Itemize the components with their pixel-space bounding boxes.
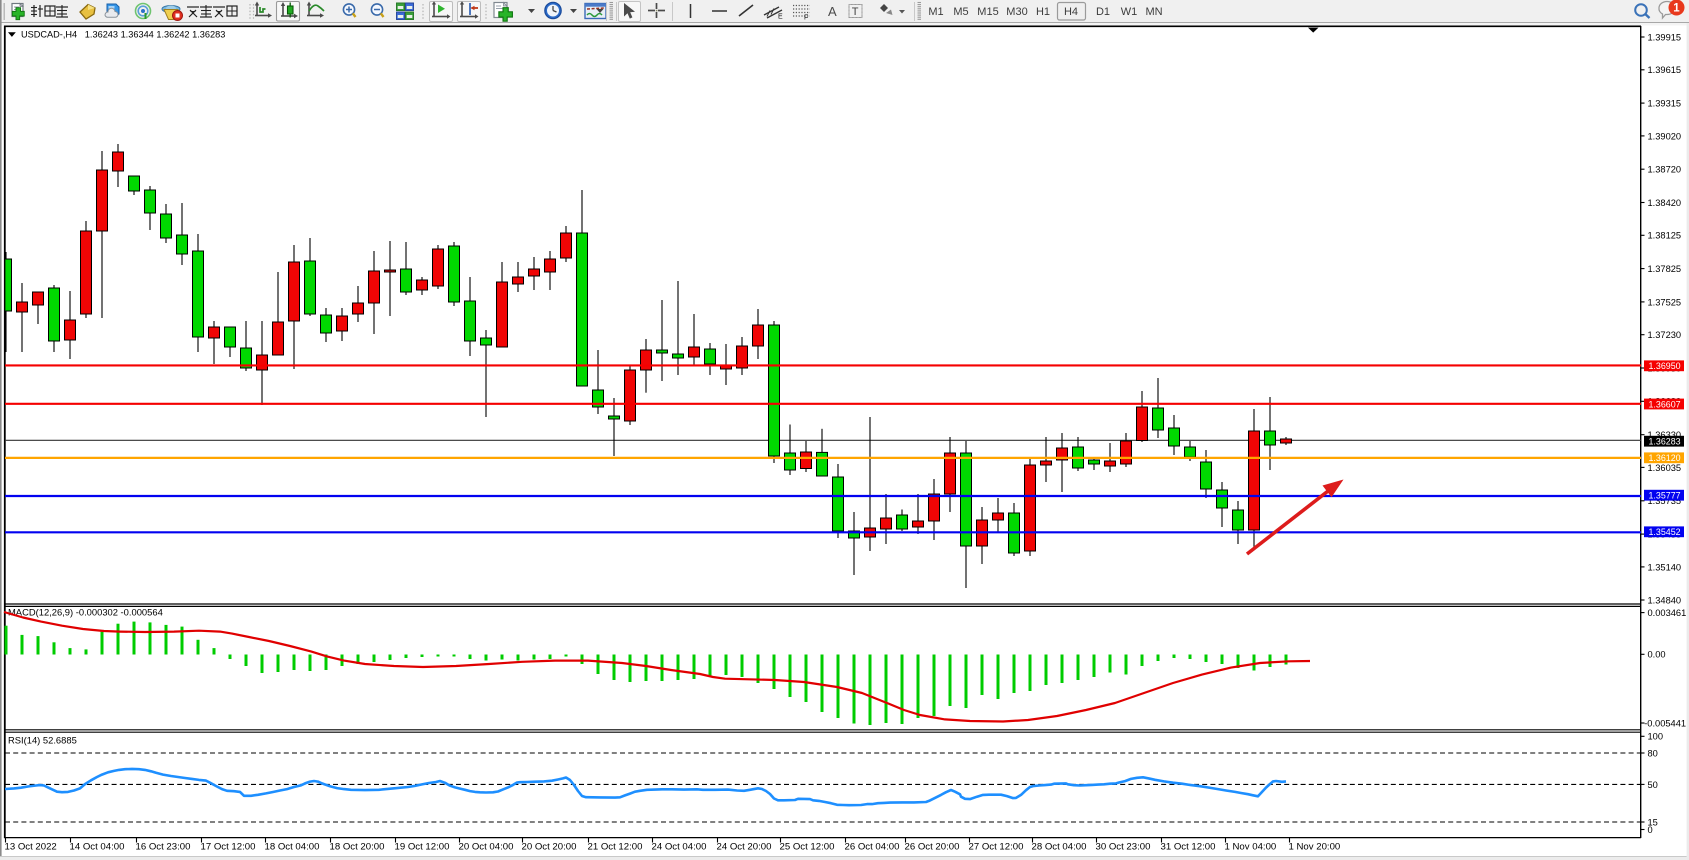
svg-text:1.37230: 1.37230 <box>1648 330 1682 340</box>
svg-text:A: A <box>828 4 837 19</box>
svg-text:25 Oct 12:00: 25 Oct 12:00 <box>780 842 835 853</box>
svg-text:E: E <box>778 14 783 21</box>
svg-text:0.00: 0.00 <box>1648 650 1666 660</box>
svg-text:M1: M1 <box>928 6 943 18</box>
svg-text:13 Oct 2022: 13 Oct 2022 <box>5 842 57 853</box>
svg-text:1.38420: 1.38420 <box>1648 198 1682 208</box>
svg-text:21 Oct 12:00: 21 Oct 12:00 <box>588 842 643 853</box>
svg-text:F: F <box>804 15 808 22</box>
svg-text:T: T <box>852 6 859 18</box>
svg-text:20 Oct 20:00: 20 Oct 20:00 <box>522 842 577 853</box>
svg-text:M5: M5 <box>953 6 968 18</box>
svg-text:26 Oct 04:00: 26 Oct 04:00 <box>845 842 900 853</box>
svg-text:28 Oct 04:00: 28 Oct 04:00 <box>1032 842 1087 853</box>
svg-text:24 Oct 20:00: 24 Oct 20:00 <box>717 842 772 853</box>
svg-text:1.36330: 1.36330 <box>1648 430 1682 440</box>
svg-text:1.36035: 1.36035 <box>1648 463 1682 473</box>
svg-text:24 Oct 04:00: 24 Oct 04:00 <box>652 842 707 853</box>
svg-text:80: 80 <box>1648 748 1658 758</box>
svg-text:18 Oct 20:00: 18 Oct 20:00 <box>330 842 385 853</box>
svg-text:14 Oct 04:00: 14 Oct 04:00 <box>70 842 125 853</box>
svg-text:1.38720: 1.38720 <box>1648 165 1682 175</box>
svg-text:1.34840: 1.34840 <box>1648 595 1682 605</box>
svg-text:27 Oct 12:00: 27 Oct 12:00 <box>969 842 1024 853</box>
svg-text:D1: D1 <box>1096 6 1110 18</box>
svg-text:31 Oct 12:00: 31 Oct 12:00 <box>1161 842 1216 853</box>
svg-text:1.36120: 1.36120 <box>1649 453 1681 463</box>
svg-text:30 Oct 23:00: 30 Oct 23:00 <box>1096 842 1151 853</box>
svg-text:17 Oct 12:00: 17 Oct 12:00 <box>201 842 256 853</box>
svg-text:0.003461: 0.003461 <box>1648 608 1687 618</box>
svg-text:1.39915: 1.39915 <box>1648 32 1682 42</box>
svg-text:MN: MN <box>1145 6 1162 18</box>
svg-text:19 Oct 12:00: 19 Oct 12:00 <box>395 842 450 853</box>
svg-text:1 Nov 04:00: 1 Nov 04:00 <box>1225 842 1277 853</box>
svg-text:RSI(14) 52.6885: RSI(14) 52.6885 <box>8 735 77 746</box>
svg-text:M15: M15 <box>977 6 998 18</box>
svg-text:MACD(12,26,9) -0.000302 -0.000: MACD(12,26,9) -0.000302 -0.000564 <box>8 607 163 618</box>
svg-text:1.39315: 1.39315 <box>1648 99 1682 109</box>
svg-text:16 Oct 23:00: 16 Oct 23:00 <box>136 842 191 853</box>
svg-text:20 Oct 04:00: 20 Oct 04:00 <box>459 842 514 853</box>
svg-text:1.35735: 1.35735 <box>1648 496 1682 506</box>
svg-text:50: 50 <box>1648 780 1658 790</box>
svg-text:H4: H4 <box>1064 6 1078 18</box>
svg-text:1.38125: 1.38125 <box>1648 231 1682 241</box>
svg-text:1.35452: 1.35452 <box>1649 527 1681 537</box>
svg-text:15: 15 <box>1648 817 1658 827</box>
svg-text:1.35777: 1.35777 <box>1649 491 1681 501</box>
svg-text:1.39020: 1.39020 <box>1648 131 1682 141</box>
svg-text:1.37525: 1.37525 <box>1648 297 1682 307</box>
svg-text:100: 100 <box>1648 732 1664 742</box>
svg-text:-0.005441: -0.005441 <box>1644 718 1686 728</box>
svg-text:1.36607: 1.36607 <box>1649 399 1681 409</box>
svg-text:0: 0 <box>1648 825 1653 835</box>
svg-text:H1: H1 <box>1036 6 1050 18</box>
svg-text:1 Nov 20:00: 1 Nov 20:00 <box>1289 842 1341 853</box>
svg-text:W1: W1 <box>1121 6 1138 18</box>
svg-text:M30: M30 <box>1006 6 1027 18</box>
svg-text:18 Oct 04:00: 18 Oct 04:00 <box>265 842 320 853</box>
svg-text:1.35140: 1.35140 <box>1648 562 1682 572</box>
svg-text:1.36950: 1.36950 <box>1649 361 1681 371</box>
svg-text:1.36283: 1.36283 <box>1649 437 1681 447</box>
svg-text:1: 1 <box>1673 3 1680 15</box>
svg-text:USDCAD-,H4 1.36243 1.36344 1: USDCAD-,H4 1.36243 1.36344 1.36242 1.362… <box>21 29 225 39</box>
svg-text:1.37825: 1.37825 <box>1648 264 1682 274</box>
svg-text:26 Oct 20:00: 26 Oct 20:00 <box>905 842 960 853</box>
svg-text:1.39615: 1.39615 <box>1648 65 1682 75</box>
